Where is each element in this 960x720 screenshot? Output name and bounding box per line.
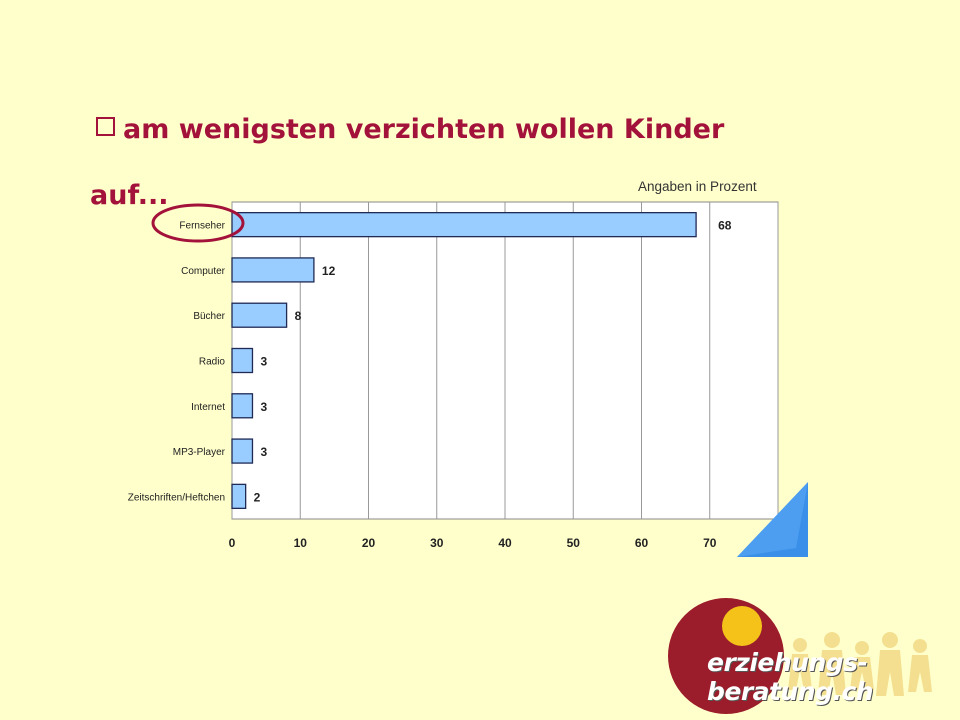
x-tick-labels: 01020304050607080 xyxy=(229,536,785,550)
x-tick-label: 60 xyxy=(635,536,649,550)
bar xyxy=(231,257,315,283)
logo-figures xyxy=(788,632,932,696)
value-label: 2 xyxy=(254,490,261,504)
bar xyxy=(231,438,254,464)
corner-tab-shine xyxy=(737,482,808,557)
x-tick-label: 20 xyxy=(362,536,376,550)
logo-text: erziehungs-beratung.ch xyxy=(707,648,874,706)
category-label: Radio xyxy=(199,357,226,368)
value-label: 3 xyxy=(260,355,267,369)
category-label: Internet xyxy=(191,402,225,413)
title-line-2: auf... xyxy=(90,180,169,211)
square-bullet-icon xyxy=(96,117,115,136)
category-label: Fernseher xyxy=(179,221,225,232)
x-tick-label: 10 xyxy=(294,536,308,550)
x-tick-label: 70 xyxy=(703,536,717,550)
value-label: 3 xyxy=(260,400,267,414)
x-tick-label: 0 xyxy=(229,536,236,550)
bar xyxy=(231,211,697,238)
x-tick-label: 30 xyxy=(430,536,444,550)
logo xyxy=(668,598,932,714)
bar xyxy=(231,483,247,510)
category-labels: Fernseher Computer Bücher Radio Internet MP3-… xyxy=(128,221,226,504)
bars xyxy=(231,211,697,510)
bar xyxy=(231,347,254,374)
bar xyxy=(231,393,254,419)
value-labels: 68 12 8 3 3 3 2 xyxy=(254,219,732,505)
value-label: 3 xyxy=(260,445,267,459)
category-label: Bücher xyxy=(193,311,225,322)
bar xyxy=(231,302,288,328)
grid-lines xyxy=(231,202,779,519)
value-label: 68 xyxy=(718,219,732,233)
category-label: Computer xyxy=(181,266,226,277)
title-line-1: am wenigsten verzichten wollen Kinder xyxy=(123,114,725,145)
value-label: 12 xyxy=(322,264,336,278)
x-tick-label: 40 xyxy=(498,536,512,550)
highlight-ellipse xyxy=(151,203,245,243)
x-tick-label: 50 xyxy=(567,536,581,550)
chart-annotation: Angaben in Prozent xyxy=(638,179,757,194)
slide-title: am wenigsten verzichten wollen Kinder xyxy=(96,112,856,148)
logo-yellow-circle xyxy=(722,606,762,646)
value-label: 8 xyxy=(295,309,302,323)
category-label: Zeitschriften/Heftchen xyxy=(128,492,225,503)
category-label: MP3-Player xyxy=(173,447,226,458)
